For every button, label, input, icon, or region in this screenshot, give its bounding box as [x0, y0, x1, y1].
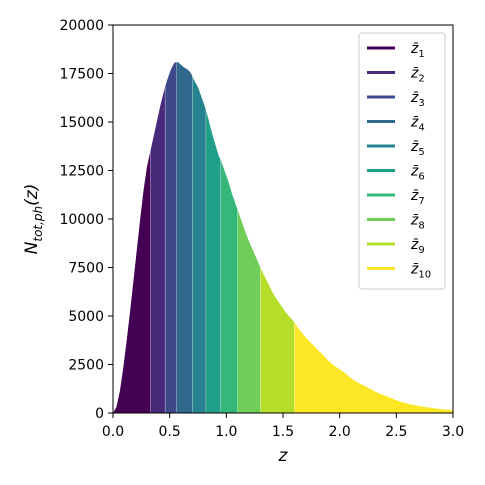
legend-label: z̄9	[410, 237, 425, 256]
y-tick-label: 5000	[68, 309, 104, 325]
bin-area-10	[294, 322, 453, 413]
bin-area-9	[260, 267, 295, 413]
bin-area-2	[150, 87, 166, 413]
y-tick-label: 15000	[59, 115, 104, 131]
y-tick-label: 2500	[68, 358, 104, 374]
y-axis: 0 2500 5000 7500 10000 12500 15000 17500 20000	[59, 18, 113, 422]
x-tick-label: 0.5	[159, 424, 181, 440]
bin-area-3	[165, 62, 177, 414]
x-tick-label: 2.0	[329, 424, 351, 440]
legend-label: z̄5	[410, 139, 425, 158]
bin-area-7	[220, 160, 238, 413]
legend-label: z̄3	[410, 90, 425, 109]
y-tick-label: 12500	[59, 164, 104, 180]
x-tick-label: 1.0	[215, 424, 237, 440]
x-axis: 0.0 0.5 1.0 1.5 2.0 2.5 3.0	[102, 413, 464, 440]
legend-label: z̄10	[410, 262, 431, 281]
area-fills	[113, 61, 453, 414]
y-axis-label: Ntot,ph(z)	[22, 184, 45, 255]
bin-area-8	[237, 209, 261, 413]
y-tick-label: 7500	[68, 261, 104, 277]
bin-area-6	[205, 110, 221, 414]
x-axis-label: z	[278, 446, 289, 466]
legend-label: z̄6	[410, 164, 425, 183]
y-tick-label: 0	[95, 406, 104, 422]
legend-label: z̄7	[410, 188, 425, 207]
y-tick-label: 10000	[59, 212, 104, 228]
x-tick-label: 3.0	[442, 424, 464, 440]
legend-label: z̄4	[410, 115, 425, 134]
bin-area-1	[113, 151, 151, 413]
x-tick-label: 1.5	[272, 424, 294, 440]
legend: z̄1 z̄2 z̄3 z̄4 z̄5 z̄6 z̄7 z̄8 z̄9 z̄10	[358, 32, 446, 290]
bin-area-5	[192, 76, 206, 413]
x-tick-label: 0.0	[102, 424, 124, 440]
legend-label: z̄1	[410, 41, 425, 60]
y-tick-label: 17500	[59, 67, 104, 83]
legend-label: z̄2	[410, 66, 425, 85]
legend-label: z̄8	[410, 213, 425, 232]
y-tick-label: 20000	[59, 18, 104, 34]
bin-area-4	[176, 61, 193, 414]
x-tick-label: 2.5	[385, 424, 407, 440]
